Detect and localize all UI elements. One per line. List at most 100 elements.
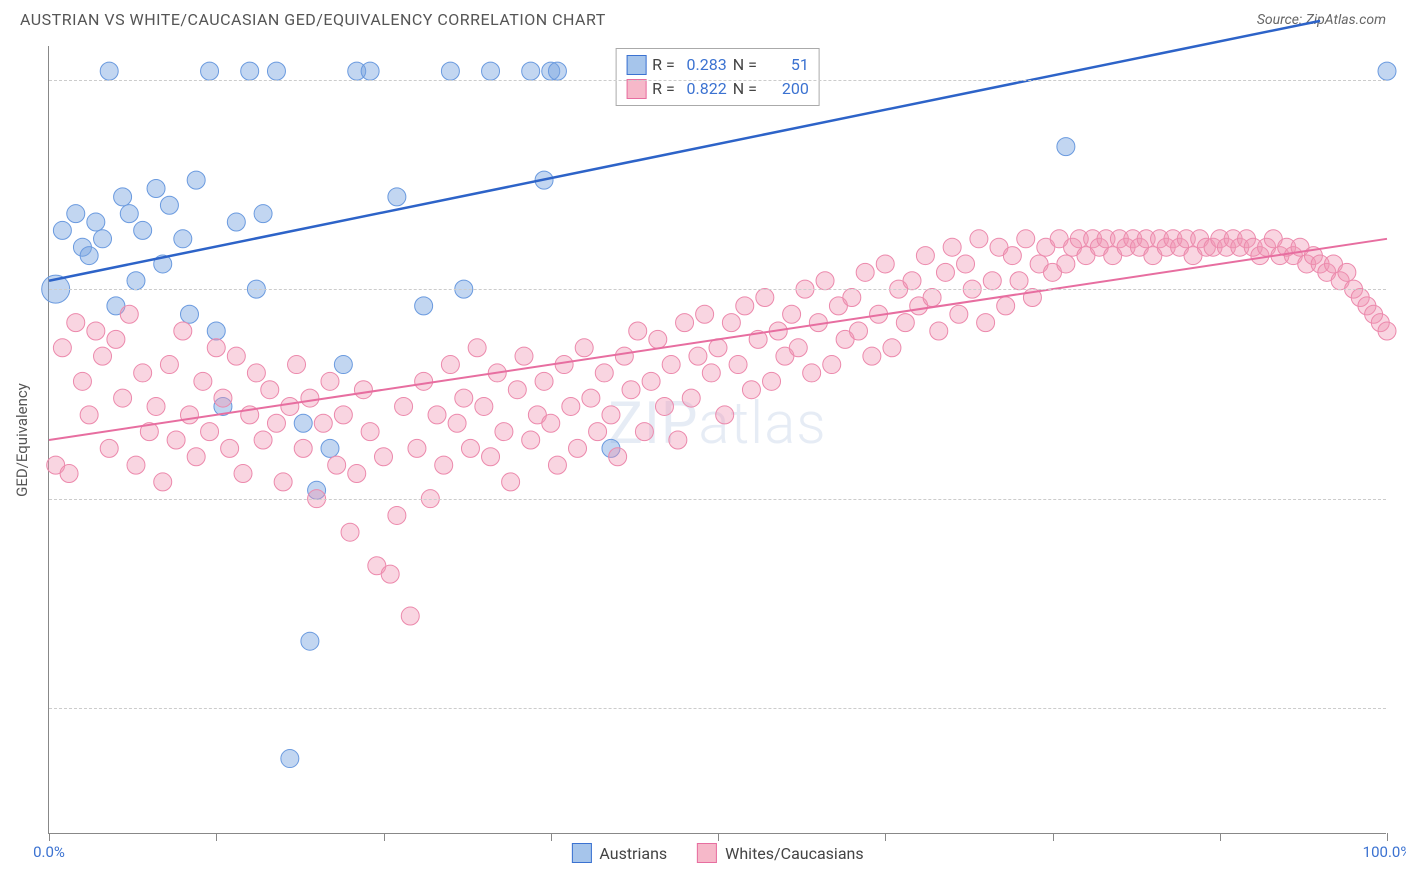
plot-svg xyxy=(49,46,1386,833)
data-point xyxy=(595,364,613,382)
data-point xyxy=(241,62,259,80)
data-point xyxy=(1378,322,1396,340)
data-point xyxy=(736,297,754,315)
data-point xyxy=(294,414,312,432)
data-point xyxy=(328,456,346,474)
data-point xyxy=(114,389,132,407)
data-point xyxy=(849,322,867,340)
data-point xyxy=(301,632,319,650)
data-point xyxy=(221,439,239,457)
data-point xyxy=(950,305,968,323)
data-point xyxy=(863,347,881,365)
data-point xyxy=(575,339,593,357)
data-point xyxy=(789,339,807,357)
data-point xyxy=(281,397,299,415)
data-point xyxy=(334,356,352,374)
data-point xyxy=(247,364,265,382)
data-point xyxy=(1003,247,1021,265)
data-point xyxy=(783,305,801,323)
data-point xyxy=(114,188,132,206)
data-point xyxy=(415,297,433,315)
data-point xyxy=(167,431,185,449)
data-point xyxy=(522,431,540,449)
data-point xyxy=(896,314,914,332)
data-point xyxy=(67,205,85,223)
data-point xyxy=(321,439,339,457)
swatch-austrians-icon xyxy=(571,843,591,863)
data-point xyxy=(361,62,379,80)
data-point xyxy=(876,255,894,273)
data-point xyxy=(261,381,279,399)
data-point xyxy=(441,356,459,374)
legend-item-caucasians: Whites/Caucasians xyxy=(697,843,863,863)
data-point xyxy=(134,221,152,239)
n-label: N = xyxy=(733,53,757,77)
data-point xyxy=(174,322,192,340)
data-point xyxy=(154,473,172,491)
data-point xyxy=(67,314,85,332)
data-point xyxy=(435,456,453,474)
data-point xyxy=(441,62,459,80)
data-point xyxy=(461,439,479,457)
legend-label: Whites/Caucasians xyxy=(725,844,863,863)
data-point xyxy=(763,372,781,390)
data-point xyxy=(649,330,667,348)
source-label: Source: ZipAtlas.com xyxy=(1257,12,1386,28)
data-point xyxy=(100,62,118,80)
data-point xyxy=(957,255,975,273)
data-point xyxy=(234,465,252,483)
data-point xyxy=(1057,138,1075,156)
data-point xyxy=(515,347,533,365)
data-point xyxy=(475,397,493,415)
data-point xyxy=(60,465,78,483)
data-point xyxy=(589,423,607,441)
data-point xyxy=(207,322,225,340)
data-point xyxy=(716,406,734,424)
data-point xyxy=(415,372,433,390)
data-point xyxy=(622,381,640,399)
data-point xyxy=(227,213,245,231)
data-point xyxy=(602,406,620,424)
data-point xyxy=(341,523,359,541)
r-value: 0.822 xyxy=(681,77,727,101)
data-point xyxy=(455,389,473,407)
swatch-caucasians-icon xyxy=(697,843,717,863)
data-point xyxy=(756,288,774,306)
data-point xyxy=(94,230,112,248)
data-point xyxy=(354,381,372,399)
data-point xyxy=(375,448,393,466)
data-point xyxy=(187,448,205,466)
data-point xyxy=(482,62,500,80)
legend-row-caucasians: R = 0.822 N = 200 xyxy=(626,77,809,101)
data-point xyxy=(127,456,145,474)
data-point xyxy=(127,272,145,290)
data-point xyxy=(160,356,178,374)
data-point xyxy=(147,397,165,415)
data-point xyxy=(1010,272,1028,290)
data-point xyxy=(970,230,988,248)
data-point xyxy=(562,397,580,415)
data-point xyxy=(80,247,98,265)
n-value: 51 xyxy=(763,53,809,77)
x-tick-label: 100.0% xyxy=(1363,843,1406,861)
data-point xyxy=(569,439,587,457)
data-point xyxy=(542,414,560,432)
data-point xyxy=(120,205,138,223)
swatch-austrians-icon xyxy=(626,55,646,75)
n-value: 200 xyxy=(763,77,809,101)
data-point xyxy=(983,272,1001,290)
data-point xyxy=(281,750,299,768)
data-point xyxy=(582,389,600,407)
data-point xyxy=(448,414,466,432)
data-point xyxy=(696,305,714,323)
data-point xyxy=(120,305,138,323)
data-point xyxy=(903,272,921,290)
data-point xyxy=(977,314,995,332)
data-point xyxy=(916,247,934,265)
data-point xyxy=(629,322,647,340)
data-point xyxy=(53,221,71,239)
data-point xyxy=(147,180,165,198)
data-point xyxy=(930,322,948,340)
data-point xyxy=(943,238,961,256)
chart-container: GED/Equivalency ZIPatlas R = 0.283 N = 5… xyxy=(48,46,1386,834)
